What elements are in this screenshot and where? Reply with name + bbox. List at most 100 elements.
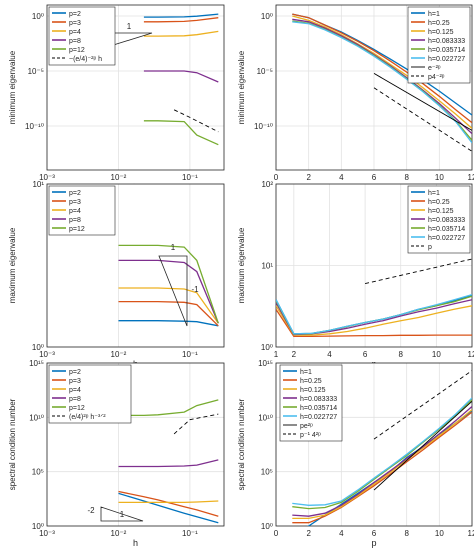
axes-box <box>46 362 225 527</box>
series-line <box>118 490 219 517</box>
legend-entry: ~(e/4)⁻²ᵖ h <box>69 56 102 63</box>
legend-entry: h=0.25 <box>428 199 450 206</box>
slope-triangle <box>158 255 188 327</box>
legend-box <box>48 6 116 66</box>
panel-p1: 10⁻³10⁻²10⁻¹10⁻¹⁰10⁻⁵10⁰hminimum eigenva… <box>8 4 225 192</box>
panel-p4: 12468101210⁰10¹10²pmaximum eigenvalueh=1… <box>237 180 474 369</box>
series-line <box>373 400 472 491</box>
x-tick-label: 12 <box>468 350 474 359</box>
legend-entry: p=3 <box>69 378 81 385</box>
x-tick-label: 10 <box>435 529 444 538</box>
y-tick-label: 10⁻¹⁰ <box>254 122 273 131</box>
series-line <box>118 287 219 324</box>
panel-p2: 02468101210⁻¹⁰10⁻⁵10⁰pminimum eigenvalue… <box>237 4 474 192</box>
x-tick-label: 10 <box>432 350 441 359</box>
series-line <box>292 409 472 520</box>
x-tick-label: 10⁻¹ <box>182 173 198 182</box>
x-tick-label: 10⁻¹ <box>182 529 198 538</box>
legend-entry: h=0.022727 <box>428 235 465 242</box>
legend: h=1 h=0.25 h=0.125 h=0.083333 h=0.035714 h=0.… <box>407 6 471 84</box>
x-tick-label: 0 <box>274 529 279 538</box>
series-group <box>292 13 472 152</box>
legend-entry: p=12 <box>69 47 85 54</box>
legend-entry: p=2 <box>69 190 81 197</box>
legend-entry: p=8 <box>69 396 81 403</box>
axes-box <box>275 183 473 348</box>
series-line <box>118 244 219 324</box>
series-line <box>292 397 472 506</box>
x-tick-label: 10⁻² <box>111 350 127 359</box>
y-tick-label: 10⁰ <box>32 12 44 21</box>
panel-p6: 0 2 4 6 8 10 12 10⁰ 10⁵ 10¹⁰ 10¹⁵ p spectral conditi… <box>237 359 474 548</box>
series-line <box>373 370 472 440</box>
series-line <box>143 120 219 146</box>
legend-entry: (e/4)²ᵖ h⁻³ᐟ² <box>69 414 106 421</box>
y-tick-label: 10⁻¹⁰ <box>25 122 44 131</box>
legend-entry: h=0.125 <box>300 387 326 394</box>
series-line <box>292 15 472 129</box>
y-axis-label: maximum eigenvalue <box>237 227 246 303</box>
series-line <box>118 399 219 417</box>
series-group <box>292 370 472 526</box>
series-line <box>373 73 472 131</box>
legend: h=1 h=0.25 h=0.125 h=0.083333 h=0.035714 h=0.… <box>407 185 471 254</box>
series-line <box>143 17 219 23</box>
panel-p5: 10⁻³ 10⁻² 10⁻¹ 10⁰ 10⁵ 10¹⁰ 10¹⁵ h spectral cond… <box>8 359 225 548</box>
y-tick-label: 10⁵ <box>32 468 44 477</box>
legend-entry: p=8 <box>69 38 81 45</box>
series-line <box>118 300 219 327</box>
series-line <box>292 399 472 510</box>
legend-box <box>48 364 132 424</box>
legend-entry: h=0.083333 <box>300 396 337 403</box>
x-tick-label: 12 <box>468 173 474 182</box>
x-tick-label: 10⁻³ <box>39 529 55 538</box>
series-line <box>292 406 472 517</box>
y-tick-label: 10¹⁵ <box>258 359 273 368</box>
series-line <box>292 13 472 124</box>
legend-entry: h=0.035714 <box>428 47 465 54</box>
y-axis-label: maximum eigenvalue <box>8 227 17 303</box>
legend-entry: h=0.125 <box>428 29 454 36</box>
legend-entry: p <box>428 244 432 251</box>
legend-box <box>279 364 343 442</box>
legend-entry: p=4 <box>69 387 81 394</box>
series-group <box>276 258 472 338</box>
x-tick-label: 10⁻¹ <box>182 350 198 359</box>
y-tick-label: 10¹⁰ <box>258 413 273 422</box>
legend-entry: h=1 <box>300 369 312 376</box>
triangle-label-h: 1 <box>171 243 176 252</box>
x-tick-label: 4 <box>339 173 344 182</box>
legend-entry: h=0.083333 <box>428 217 465 224</box>
y-tick-label: 10¹⁰ <box>29 413 44 422</box>
legend-entry: h=0.022727 <box>428 56 465 63</box>
y-tick-label: 10⁰ <box>261 12 273 21</box>
series-group <box>118 399 219 524</box>
x-tick-label: 10⁻² <box>111 529 127 538</box>
axes-box <box>46 4 225 171</box>
y-tick-label: 10⁻⁵ <box>28 67 44 76</box>
x-tick-label: 6 <box>363 350 368 359</box>
legend-entry: p⁻¹ 4²ᵖ <box>300 432 321 439</box>
series-line <box>118 500 219 504</box>
y-axis-label: spectral condition number <box>237 398 246 490</box>
y-axis-label: minimum eigenvalue <box>237 50 246 124</box>
legend-entry: pe²ᵖ <box>300 423 313 430</box>
x-tick-label: 2 <box>292 350 297 359</box>
series-group <box>143 13 219 146</box>
y-tick-label: 10⁰ <box>261 522 273 531</box>
legend-entry: p=12 <box>69 226 85 233</box>
y-tick-label: 10² <box>261 180 273 189</box>
legend-entry: p=8 <box>69 217 81 224</box>
legend-entry: p=3 <box>69 199 81 206</box>
x-tick-label: 8 <box>399 350 404 359</box>
series-line <box>118 492 219 524</box>
y-tick-label: 10⁰ <box>261 343 273 352</box>
legend-entry: p=4 <box>69 208 81 215</box>
triangle-label-v: -2 <box>87 506 95 515</box>
series-line <box>173 109 219 133</box>
legend-entry: h=0.125 <box>428 208 454 215</box>
slope-triangle <box>100 506 144 522</box>
legend-entry: h=0.022727 <box>300 414 337 421</box>
series-line <box>118 459 219 468</box>
